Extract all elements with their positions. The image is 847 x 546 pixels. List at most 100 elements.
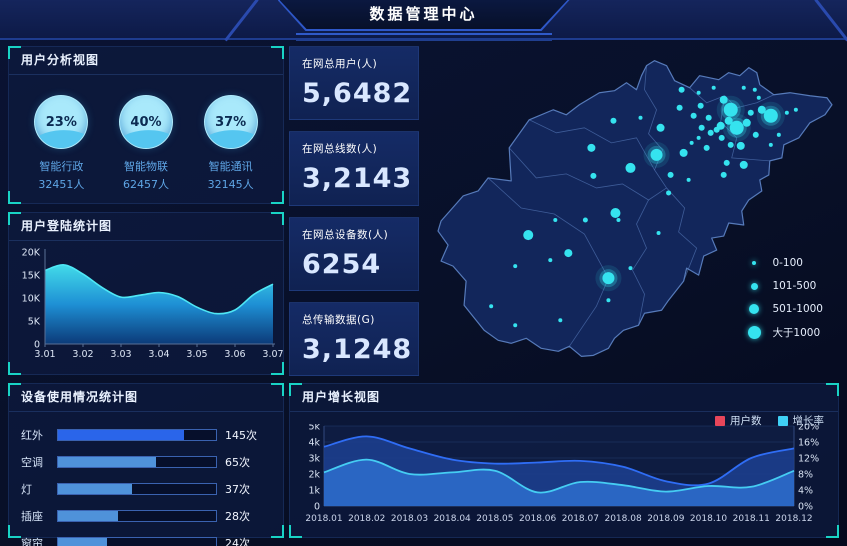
title-underline-decoration — [295, 33, 552, 41]
svg-text:2018.07: 2018.07 — [562, 514, 599, 524]
stat-card: 在网总设备数(人) 6254 — [289, 216, 419, 291]
panel-corner — [271, 383, 284, 396]
panel-corner — [8, 362, 21, 375]
legend-dot-box — [746, 282, 762, 290]
svg-text:3.05: 3.05 — [186, 349, 207, 360]
gauge: 23% 智能行政 32451人 — [26, 95, 96, 192]
gauge: 40% 智能物联 62457人 — [111, 95, 181, 192]
svg-text:5K: 5K — [28, 317, 41, 328]
legend-swatch-icon — [715, 415, 725, 426]
bar-track — [57, 483, 217, 495]
stat-value: 3,1248 — [302, 333, 413, 365]
panel-corner — [289, 383, 302, 396]
panel-title: 用户登陆统计图 — [9, 213, 283, 241]
panel-corner — [271, 212, 284, 225]
device-bar-row: 红外 145次 — [21, 427, 271, 443]
device-count: 28次 — [225, 510, 250, 523]
gauge-label: 智能物联 — [123, 160, 168, 173]
svg-text:0: 0 — [314, 502, 320, 513]
gauge-count: 62457人 — [122, 178, 169, 191]
svg-text:2018.10: 2018.10 — [690, 514, 727, 524]
device-count: 65次 — [225, 456, 250, 469]
panel-title: 设备使用情况统计图 — [9, 384, 283, 412]
svg-text:2018.08: 2018.08 — [604, 514, 641, 524]
legend-label: 用户数 — [730, 415, 762, 427]
stat-label: 在网总设备数(人) — [302, 228, 389, 241]
device-count: 24次 — [225, 537, 250, 546]
bar-fill — [58, 430, 185, 440]
legend-item[interactable]: 增长率 — [777, 413, 825, 428]
bar-track — [57, 510, 217, 522]
panel-corner — [826, 525, 839, 538]
stat-label: 在网总用户(人) — [302, 58, 378, 70]
panel-corner — [8, 525, 21, 538]
bar-track — [57, 456, 217, 468]
svg-text:4%: 4% — [798, 486, 813, 497]
svg-text:1k: 1k — [308, 486, 320, 497]
legend-dot-icon — [749, 304, 760, 314]
stat-card: 在网总用户(人) 5,6482 — [289, 46, 419, 121]
svg-text:0%: 0% — [798, 502, 813, 513]
svg-text:2018.12: 2018.12 — [775, 514, 812, 524]
header-slash-left — [224, 0, 259, 42]
login-area-chart: 0 5K 10K 15K 20K 3.01 3.02 3.03 3.04 3.05 3.06 3.07 — [22, 248, 284, 361]
legend-dot-icon — [752, 261, 757, 265]
header-bar: 数据管理中心 — [0, 0, 847, 42]
map-legend-item: 501-1000 — [746, 302, 823, 316]
kpi-column: 在网总用户(人) 5,6482 在网总线数(人) 3,2143 在网总设备数(人) 625… — [289, 46, 419, 376]
legend-dot-icon — [747, 325, 761, 339]
legend-label: 增长率 — [792, 415, 825, 427]
map-legend-item: 101-500 — [746, 279, 823, 293]
svg-text:0: 0 — [34, 340, 40, 351]
bar-fill — [58, 484, 133, 494]
stat-card: 总传输数据(G) 3,1248 — [289, 301, 419, 376]
device-bar-list: 红外 145次 空调 65次灯 37次 插座 28次 窗帘 24次 — [9, 412, 283, 546]
svg-text:2018.04: 2018.04 — [434, 514, 471, 524]
panel-corner — [289, 525, 302, 538]
svg-text:3.06: 3.06 — [224, 349, 245, 360]
stat-card: 在网总线数(人) 3,2143 — [289, 131, 419, 206]
gauge-label: 智能通讯 — [208, 160, 253, 173]
svg-text:3k: 3k — [308, 454, 320, 465]
device-name: 红外 — [21, 429, 43, 442]
title-frame: 数据管理中心 — [278, 0, 570, 31]
device-count: 145次 — [225, 429, 257, 442]
legend-dot-box — [746, 304, 762, 314]
stat-label: 在网总线数(人) — [302, 143, 378, 156]
panel-login-stats: 用户登陆统计图 0 5K 10K 15K 20K 3.01 3.02 3.03 3.04 3.05… — [8, 212, 284, 375]
legend-dot-box — [746, 261, 762, 265]
stat-value: 6254 — [302, 248, 382, 280]
legend-item[interactable]: 用户数 — [715, 413, 762, 428]
svg-text:3.04: 3.04 — [148, 349, 169, 360]
stat-value: 5,6482 — [302, 78, 413, 109]
map-canvas — [437, 60, 833, 357]
header-slash-right — [814, 0, 847, 42]
map-legend-item: 大于1000 — [746, 325, 823, 339]
panel-user-analysis: 用户分析视图 23% 智能行政 32451人 40% 智能物联 62457人 37% 智能通讯… — [8, 46, 284, 204]
panel-corner — [8, 46, 21, 59]
svg-text:3.01: 3.01 — [34, 349, 55, 360]
svg-text:3.07: 3.07 — [262, 349, 283, 360]
gauge-circle: 37% — [203, 95, 258, 149]
bar-fill — [58, 457, 156, 467]
svg-text:15K: 15K — [22, 271, 41, 282]
gauge-percent: 23% — [45, 114, 77, 130]
panel-corner — [8, 191, 21, 204]
svg-text:20%: 20% — [798, 424, 819, 433]
map-legend: 0-100 101-500 501-1000 大于1000 — [746, 256, 823, 339]
svg-text:16%: 16% — [798, 438, 819, 449]
panel-corner — [826, 383, 839, 396]
bar-fill — [58, 511, 119, 521]
growth-area-chart: 0 1k 2k 3k 4k 5k 0% 4% 8% 12% 16% 20% 2018.01 2018.02… — [305, 424, 819, 524]
panel-device-usage: 设备使用情况统计图 红外 145次 空调 65次灯 37次 插座 28次 窗帘 24次 — [8, 383, 284, 546]
svg-text:20K: 20K — [22, 248, 41, 259]
legend-label: 501-1000 — [772, 303, 823, 315]
svg-text:10K: 10K — [22, 294, 41, 305]
svg-text:2018.09: 2018.09 — [647, 514, 684, 524]
svg-text:2018.02: 2018.02 — [348, 514, 385, 524]
svg-text:3.02: 3.02 — [72, 349, 93, 360]
panel-title: 用户增长视图 — [290, 384, 838, 412]
svg-text:2k: 2k — [308, 470, 320, 481]
gauge-label: 智能行政 — [39, 160, 84, 173]
bar-track — [57, 429, 217, 441]
